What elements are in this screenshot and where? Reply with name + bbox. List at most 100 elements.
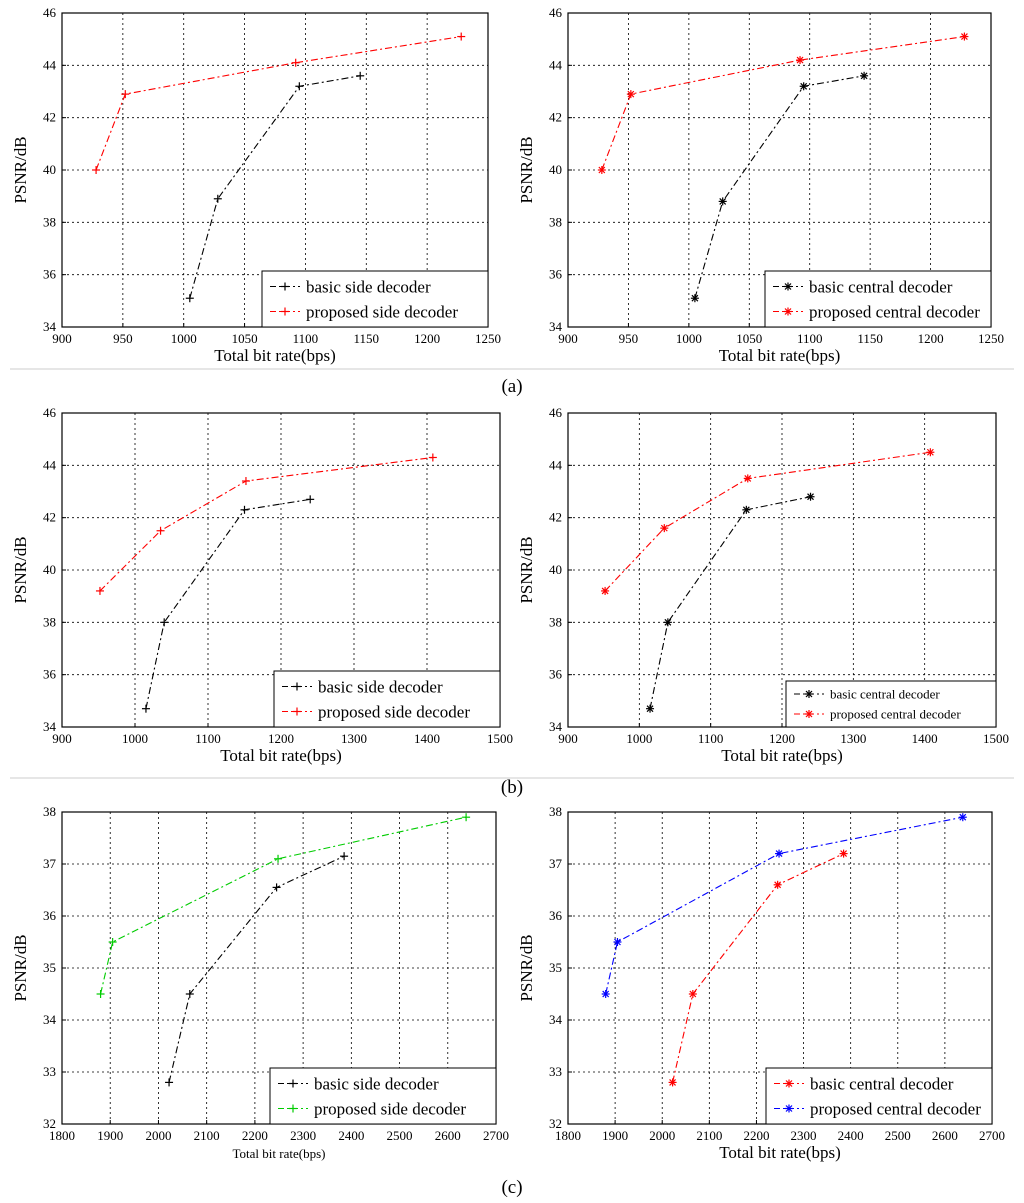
legend-marker	[805, 690, 813, 698]
x-tick-label: 2400	[838, 1128, 864, 1143]
y-tick-label: 36	[43, 667, 57, 682]
legend-marker	[289, 1079, 297, 1088]
chart-c-right: 1800 1900 2000 2100 2200 2300 2400 2500 2600 2700…	[517, 804, 1005, 1162]
y-tick-label: 34	[43, 319, 57, 334]
y-tick-label: 36	[549, 267, 563, 282]
series-line	[672, 853, 844, 1083]
y-tick-label: 38	[549, 614, 562, 629]
y-tick-label: 42	[43, 510, 56, 525]
x-tick-label: 1050	[736, 331, 762, 346]
x-tick-label: 900	[558, 331, 578, 346]
series-line	[694, 75, 865, 299]
marker-stroke	[785, 1105, 793, 1112]
y-tick-label: 46	[43, 405, 57, 420]
series-line	[145, 498, 311, 709]
x-tick-label: 1100	[797, 331, 823, 346]
marker-stroke	[805, 710, 813, 718]
marker-stroke	[926, 448, 934, 456]
data-point	[742, 505, 751, 514]
y-tick-label: 38	[549, 804, 562, 819]
y-tick-label: 37	[43, 856, 57, 871]
legend: basic side decoder proposed side decoder	[261, 270, 489, 328]
marker-stroke	[784, 308, 792, 315]
data-point	[457, 32, 466, 41]
marker-stroke	[664, 618, 672, 626]
marker-stroke	[660, 524, 668, 532]
legend-marker	[293, 707, 301, 716]
legend-label: basic central decoder	[830, 687, 940, 702]
legend: basic central decoder proposed central de…	[765, 1067, 993, 1125]
data-point	[860, 71, 869, 80]
x-tick-label: 1300	[840, 731, 866, 746]
legend: basic central decoder proposed central de…	[764, 270, 992, 328]
y-axis-label: PSNR/dB	[11, 536, 30, 603]
legend-box	[785, 680, 997, 728]
x-tick-label: 1050	[232, 331, 258, 346]
data-point	[121, 90, 130, 99]
series-line	[605, 816, 963, 995]
panel-label-a: (a)	[501, 376, 522, 397]
x-tick-label: 2600	[435, 1128, 461, 1143]
legend-box	[261, 270, 489, 328]
data-point	[108, 938, 117, 946]
y-tick-label: 38	[549, 214, 562, 229]
x-tick-label: 1300	[341, 731, 367, 746]
data-point	[690, 294, 699, 303]
y-tick-label: 44	[43, 457, 57, 472]
data-point	[775, 849, 784, 858]
marker-stroke	[742, 506, 750, 514]
y-tick-label: 42	[549, 510, 562, 525]
y-tick-label: 33	[549, 1064, 562, 1079]
data-point	[958, 813, 967, 822]
x-tick-label: 950	[113, 331, 133, 346]
data-point	[597, 166, 606, 174]
marker-stroke	[775, 850, 783, 858]
y-tick-label: 34	[549, 719, 563, 734]
data-point	[668, 1078, 677, 1087]
chart-b-right: 900 1000 1100 1200 1300 1400 1500 34 36 38 40 42 44 4…	[517, 405, 1009, 765]
data-point	[601, 990, 610, 998]
marker-stroke	[800, 82, 808, 90]
chart-c-left: 1800 1900 2000 2100 2200 2300 2400 2500 2600 2700…	[11, 804, 509, 1161]
data-point	[601, 586, 610, 595]
legend-label: basic central decoder	[809, 277, 953, 296]
marker-stroke	[796, 56, 804, 64]
x-tick-label: 2100	[194, 1128, 220, 1143]
y-tick-label: 44	[549, 57, 563, 72]
data-point	[743, 474, 752, 483]
legend-box	[765, 1067, 993, 1125]
legend-label: basic side decoder	[318, 677, 443, 696]
x-tick-label: 900	[52, 731, 72, 746]
data-point	[663, 618, 672, 627]
data-point	[462, 813, 471, 822]
marker-stroke	[807, 493, 814, 501]
legend: basic central decoder proposed central de…	[785, 680, 997, 728]
data-point	[92, 166, 101, 174]
legend-label: proposed central decoder	[830, 707, 961, 722]
x-tick-label: 1200	[268, 731, 294, 746]
y-tick-label: 44	[549, 457, 563, 472]
x-tick-label: 900	[558, 731, 578, 746]
y-tick-label: 35	[549, 960, 562, 975]
series-line	[99, 456, 433, 592]
x-tick-label: 1400	[912, 731, 938, 746]
y-tick-label: 46	[549, 5, 563, 20]
x-tick-label: 2200	[743, 1128, 769, 1143]
x-tick-label: 2100	[696, 1128, 722, 1143]
series-line	[168, 855, 345, 1083]
marker-stroke	[840, 850, 848, 858]
legend-marker	[784, 282, 792, 291]
legend-box	[273, 670, 501, 728]
data-point	[160, 618, 169, 627]
x-axis-label: Total bit rate(bps)	[233, 1146, 326, 1161]
marker-stroke	[627, 90, 635, 98]
x-tick-label: 1900	[602, 1128, 628, 1143]
x-tick-label: 2700	[483, 1128, 509, 1143]
data-point	[613, 938, 622, 946]
data-point	[272, 883, 281, 892]
series-line	[189, 75, 361, 299]
data-point	[340, 852, 349, 861]
y-axis-label: PSNR/dB	[11, 136, 30, 203]
data-point	[185, 990, 194, 998]
